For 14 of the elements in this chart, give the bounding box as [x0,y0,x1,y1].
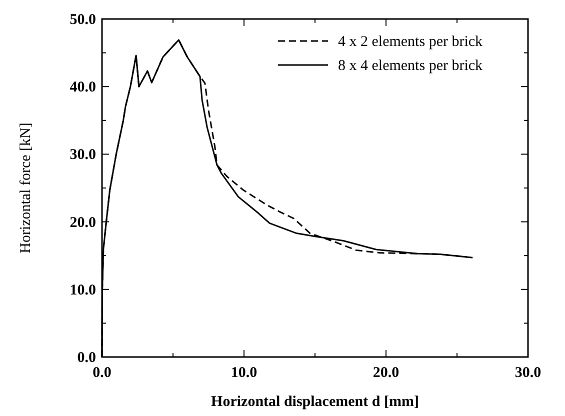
legend-label: 8 x 4 elements per brick [338,58,484,74]
y-tick-label: 50.0 [70,12,96,28]
y-tick-label: 40.0 [70,80,96,96]
legend-label: 4 x 2 elements per brick [338,34,484,50]
y-tick-label: 30.0 [70,147,96,164]
y-tick-label: 0.0 [77,350,96,366]
y-axis-title: Horizontal force [kN] [18,122,34,254]
x-tick-label: 10.0 [230,365,258,381]
x-axis-title: Horizontal displacement d [mm] [211,394,419,410]
y-tick-label: 20.0 [70,214,96,231]
x-tick-label: 0.0 [92,365,112,381]
y-tick-label: 10.0 [70,282,96,298]
x-tick-label: 20.0 [372,365,400,381]
x-tick-label: 30.0 [514,365,542,381]
